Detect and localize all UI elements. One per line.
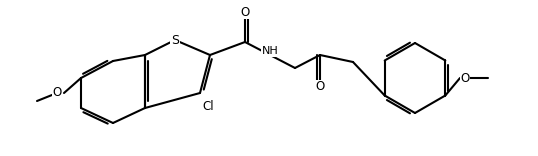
Text: O: O <box>315 80 324 93</box>
Text: O: O <box>461 71 470 85</box>
Text: O: O <box>240 5 250 19</box>
Text: O: O <box>52 86 62 100</box>
Text: S: S <box>171 34 179 46</box>
Text: Cl: Cl <box>202 100 214 112</box>
Text: NH: NH <box>261 46 278 56</box>
